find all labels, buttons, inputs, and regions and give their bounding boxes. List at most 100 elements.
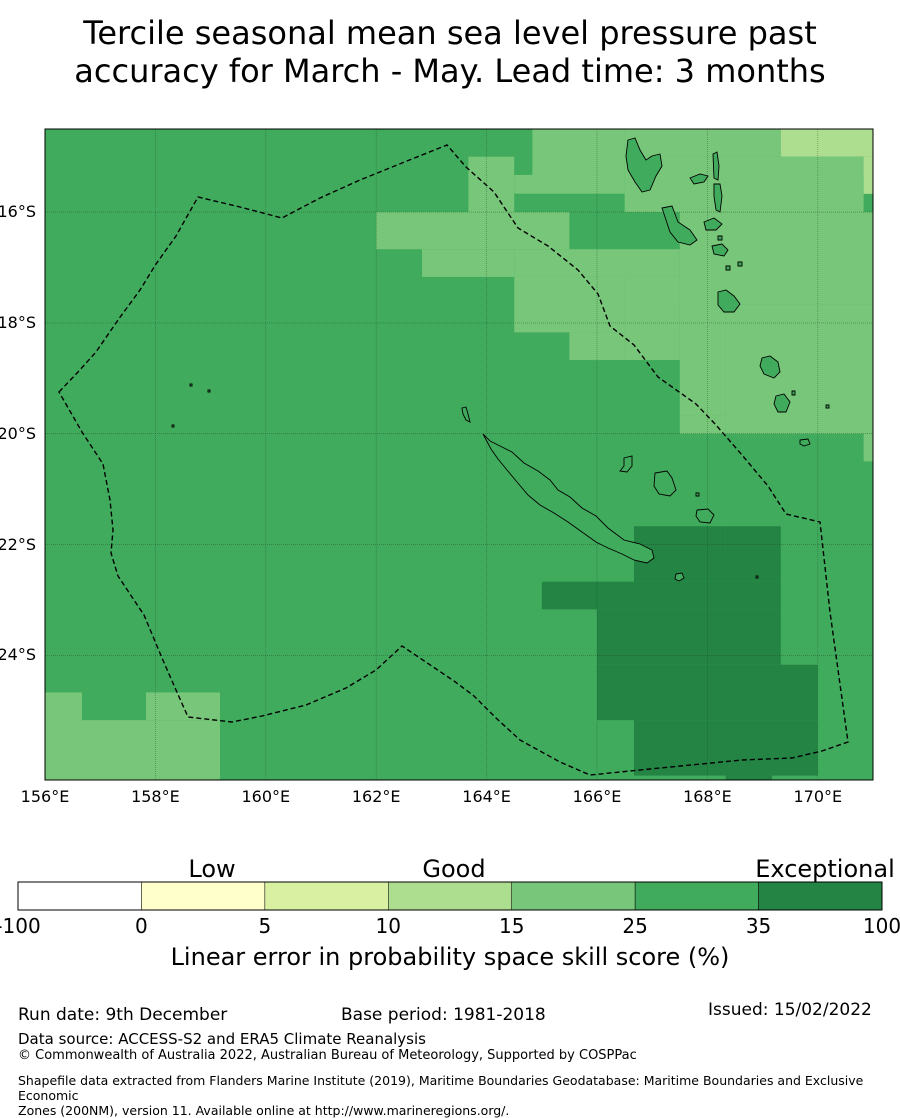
- skill-cell: [597, 609, 781, 665]
- shapefile-credit: Shapefile data extracted from Flanders M…: [18, 1073, 900, 1118]
- loyalty-island-ouvea: [619, 455, 633, 473]
- colorbar-segment: [141, 881, 266, 911]
- erromango-coastline: [759, 355, 781, 379]
- lon-tick-label: 162°E: [351, 787, 401, 806]
- skill-cell: [624, 174, 864, 213]
- colorbar-category-low: Low: [188, 855, 236, 883]
- small-islet-6: [717, 235, 723, 241]
- belep-islands-coastline: [461, 406, 471, 423]
- skill-cell: [376, 212, 570, 250]
- small-islet-5: [791, 390, 796, 396]
- small-islet-10: [755, 575, 759, 579]
- small-islet-1: [189, 383, 193, 387]
- base-period: Base period: 1981-2018: [341, 1005, 546, 1025]
- skill-cell: [514, 193, 625, 213]
- skill-cell: [679, 415, 726, 434]
- shapefile-credit-line-1: Shapefile data extracted from Flanders M…: [18, 1073, 864, 1103]
- lon-tick-label: 158°E: [131, 787, 180, 806]
- skill-cell: [468, 174, 515, 213]
- skill-cell: [863, 156, 873, 194]
- efate-coastline: [717, 289, 741, 313]
- colorbar-tick-label: 15: [498, 914, 525, 938]
- colorbar: [17, 881, 883, 911]
- colorbar-category-good: Good: [422, 855, 486, 883]
- small-islet-4: [825, 404, 830, 409]
- skill-cell: [624, 156, 873, 175]
- espiritu-santo-coastline: [625, 137, 663, 193]
- skill-cell: [633, 720, 818, 776]
- run-date: Run date: 9th December: [18, 1005, 228, 1025]
- colorbar-segment: [388, 881, 512, 911]
- lat-tick-label: 24°S: [0, 645, 36, 665]
- epi-coastline: [711, 243, 729, 257]
- lat-tick-label: 18°S: [0, 312, 36, 332]
- skill-cell: [863, 433, 873, 462]
- maewo-coastline: [712, 151, 720, 181]
- data-source: Data source: ACCESS-S2 and ERA5 Climate …: [18, 1030, 426, 1048]
- skill-cell: [725, 526, 781, 554]
- lat-tick-label: 20°S: [0, 423, 36, 443]
- issued-date: Issued: 15/02/2022: [708, 1000, 872, 1020]
- colorbar-label: Linear error in probability space skill …: [170, 943, 730, 971]
- ambrym-coastline: [703, 217, 723, 231]
- colorbar-tick-label: 100: [862, 914, 900, 938]
- pentecost-coastline: [713, 183, 723, 213]
- tanna-coastline: [773, 393, 791, 413]
- skill-cell: [624, 276, 680, 361]
- eez-boundary: [58, 144, 849, 776]
- map-cells: [45, 129, 873, 780]
- skill-cell: [725, 304, 873, 434]
- small-islet-2: [207, 389, 211, 393]
- small-islet-9: [695, 492, 700, 497]
- colorbar-tick-label: 10: [375, 914, 401, 938]
- chart-title: Tercile seasonal mean sea level pressure…: [0, 14, 900, 90]
- colorbar-tick-label: 5: [258, 914, 272, 938]
- small-islet-3: [171, 424, 175, 428]
- copyright: © Commonwealth of Australia 2022, Austra…: [18, 1048, 637, 1063]
- skill-map: [17, 128, 883, 911]
- coastlines: [171, 137, 830, 582]
- skill-cell: [468, 156, 515, 175]
- new-caledonia-coastline: [482, 433, 655, 564]
- small-islet-8: [737, 261, 743, 267]
- colorbar-tick-label: -100: [0, 914, 41, 938]
- title-line-1: Tercile seasonal mean sea level pressure…: [83, 14, 817, 52]
- small-islet-7: [725, 265, 731, 271]
- lon-tick-label: 168°E: [683, 787, 732, 806]
- skill-cell: [45, 692, 82, 780]
- skill-cell: [541, 581, 781, 610]
- skill-cell: [81, 720, 220, 780]
- colorbar-tick-label: 25: [622, 914, 648, 938]
- lon-tick-label: 156°E: [20, 787, 70, 806]
- title-line-2: accuracy for March - May. Lead time: 3 m…: [74, 52, 826, 90]
- ambae-coastline: [689, 173, 709, 185]
- lon-tick-label: 170°E: [793, 787, 843, 806]
- aneityum-coastline: [799, 438, 811, 447]
- skill-cell: [624, 129, 781, 157]
- shapefile-credit-line-2: Zones (200NM), version 11. Available onl…: [18, 1103, 510, 1118]
- lat-tick-label: 16°S: [0, 202, 36, 222]
- lon-tick-label: 164°E: [462, 787, 511, 806]
- colorbar-frame: [17, 881, 883, 911]
- skill-cell: [514, 276, 625, 333]
- colorbar-segment: [511, 881, 636, 911]
- skill-cell: [780, 129, 873, 157]
- isle-of-pines-coastline: [674, 572, 685, 582]
- colorbar-tick-label: 35: [745, 914, 772, 938]
- colorbar-tick-label: 0: [135, 914, 148, 938]
- skill-cell: [514, 174, 625, 194]
- colorbar-segment: [264, 881, 389, 911]
- loyalty-island-mare: [695, 508, 715, 524]
- loyalty-island-lifou: [653, 470, 677, 497]
- skill-cell: [532, 129, 625, 175]
- lat-tick-label: 22°S: [0, 534, 36, 554]
- colorbar-segment: [17, 881, 142, 911]
- map-frame: [44, 128, 874, 781]
- skill-cell: [725, 775, 772, 780]
- colorbar-category-exceptional: Exceptional: [755, 855, 895, 883]
- malekula-coastline: [661, 205, 698, 246]
- lon-tick-label: 166°E: [572, 787, 622, 806]
- colorbar-segment: [634, 881, 759, 911]
- lon-tick-label: 160°E: [241, 787, 291, 806]
- skill-cell: [422, 249, 515, 277]
